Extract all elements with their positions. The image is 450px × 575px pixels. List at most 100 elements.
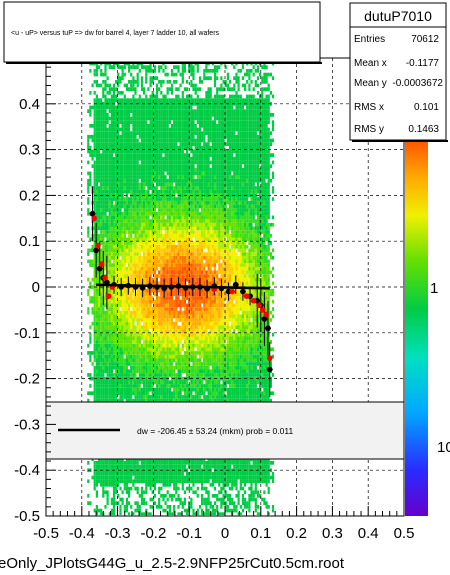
- heat-cell: [143, 255, 146, 260]
- heat-cell: [134, 109, 137, 113]
- heat-cell: [162, 98, 165, 102]
- heat-cell: [177, 310, 180, 315]
- heat-cell: [186, 307, 189, 311]
- heat-cell: [125, 120, 128, 124]
- heat-cell: [138, 248, 141, 253]
- heat-cell: [125, 175, 128, 179]
- heat-cell: [179, 138, 182, 143]
- heat-cell: [130, 332, 133, 337]
- heat-cell: [138, 94, 141, 99]
- heat-cell: [162, 494, 165, 498]
- heat-cell: [97, 124, 101, 128]
- heat-cell: [162, 186, 165, 190]
- heat-cell: [106, 248, 109, 253]
- heat-cell: [175, 266, 178, 271]
- heat-cell: [153, 255, 156, 260]
- heat-cell: [179, 171, 182, 176]
- heat-cell: [145, 343, 148, 348]
- heat-cell: [145, 160, 148, 165]
- heat-cell: [170, 318, 174, 322]
- heat-cell: [128, 237, 131, 242]
- heat-cell: [108, 182, 111, 187]
- heat-cell: [153, 263, 156, 267]
- heat-cell: [115, 178, 118, 183]
- heat-cell: [130, 461, 133, 465]
- heat-cell: [179, 208, 182, 212]
- heat-cell: [115, 325, 118, 330]
- heat-cell: [173, 486, 176, 491]
- heat-cell: [153, 156, 156, 161]
- heat-cell: [95, 508, 98, 513]
- heat-cell: [104, 65, 107, 69]
- heat-cell: [93, 277, 96, 282]
- heat-cell: [162, 296, 165, 300]
- heat-cell: [110, 464, 113, 469]
- heat-cell: [123, 208, 126, 212]
- heat-cell: [153, 131, 156, 135]
- heat-cell: [153, 398, 156, 403]
- heat-cell: [123, 336, 126, 341]
- heat-cell: [166, 351, 169, 355]
- heat-cell: [102, 197, 105, 201]
- heat-cell: [104, 113, 107, 117]
- heat-cell: [130, 274, 133, 278]
- heat-cell: [102, 472, 105, 476]
- heat-cell: [112, 244, 116, 249]
- heat-cell: [130, 472, 133, 476]
- heat-cell: [143, 167, 146, 172]
- heat-cell: [164, 72, 167, 77]
- heat-cell: [117, 263, 120, 267]
- heat-cell: [104, 376, 107, 381]
- heat-cell: [106, 288, 109, 293]
- heat-cell: [106, 131, 109, 135]
- heat-cell: [181, 113, 184, 117]
- heat-cell: [170, 325, 174, 330]
- heat-cell: [97, 113, 101, 117]
- heat-cell: [162, 479, 165, 484]
- heat-cell: [123, 508, 126, 513]
- heat-cell: [186, 303, 189, 308]
- heat-cell: [181, 145, 184, 150]
- heat-cell: [91, 307, 94, 311]
- heat-cell: [162, 307, 165, 311]
- heat-cell: [168, 288, 171, 293]
- heat-cell: [151, 329, 154, 333]
- heat-cell: [179, 307, 182, 311]
- heat-cell: [87, 288, 90, 293]
- heat-cell: [97, 373, 101, 377]
- heat-cell: [115, 486, 118, 491]
- heat-cell: [179, 244, 182, 249]
- heat-cell: [97, 314, 101, 319]
- heat-cell: [138, 285, 141, 289]
- heat-cell: [179, 252, 182, 256]
- heat-cell: [117, 332, 120, 337]
- heat-cell: [145, 197, 148, 201]
- heat-cell: [183, 310, 186, 315]
- heat-cell: [130, 354, 133, 359]
- heat-cell: [112, 248, 116, 253]
- heat-cell: [102, 193, 105, 198]
- heat-cell: [155, 87, 159, 91]
- heat-cell: [108, 336, 111, 341]
- heat-cell: [89, 391, 92, 396]
- heat-cell: [186, 365, 189, 370]
- heat-cell: [181, 241, 184, 245]
- heat-cell: [145, 347, 148, 352]
- heat-cell: [170, 72, 174, 77]
- heat-cell: [110, 153, 113, 157]
- heat-cell: [166, 343, 169, 348]
- heat-cell: [104, 252, 107, 256]
- heat-cell: [173, 336, 176, 341]
- heat-cell: [112, 83, 116, 88]
- heat-cell: [158, 472, 161, 476]
- heat-cell: [151, 160, 154, 165]
- heat-cell: [162, 277, 165, 282]
- heat-cell: [102, 171, 105, 176]
- heat-cell: [170, 211, 174, 216]
- heat-cell: [179, 512, 182, 516]
- heat-cell: [166, 274, 169, 278]
- heat-cell: [140, 490, 144, 495]
- heat-cell: [123, 186, 126, 190]
- heat-cell: [110, 461, 113, 465]
- heat-cell: [134, 233, 137, 238]
